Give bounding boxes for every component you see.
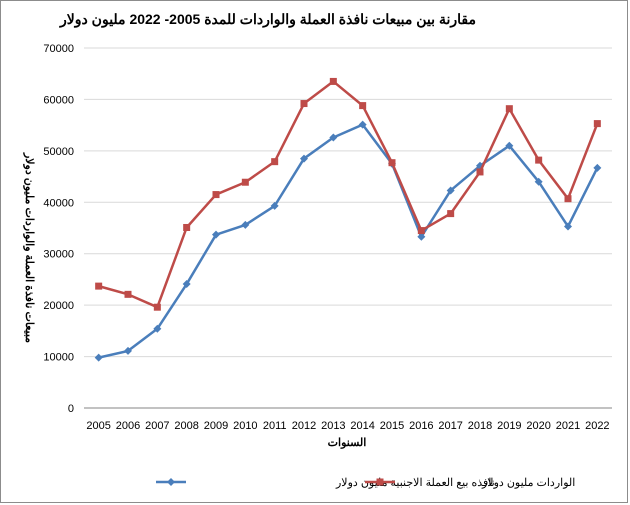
x-tick-label: 2020 <box>526 420 550 432</box>
legend: نافذه بيع العملة الاجنبية مليون دولار ال… <box>156 477 575 489</box>
data-point <box>94 353 103 362</box>
data-point <box>300 154 308 163</box>
data-point <box>417 227 425 235</box>
x-tick-label: 2013 <box>321 420 345 432</box>
data-point <box>270 201 279 210</box>
data-point <box>124 290 132 298</box>
data-point <box>124 346 132 355</box>
data-point <box>505 141 514 150</box>
x-tick-label: 2008 <box>174 420 198 432</box>
data-point <box>212 191 220 199</box>
y-tick-label: 0 <box>68 403 74 415</box>
data-point <box>476 168 484 176</box>
data-point <box>212 230 220 239</box>
x-tick-label: 2005 <box>86 420 110 432</box>
data-point <box>564 222 572 231</box>
data-point <box>95 282 103 290</box>
series-line-2 <box>98 80 599 309</box>
x-axis-label: السنوات <box>328 437 367 449</box>
data-point <box>182 280 191 289</box>
data-point <box>505 105 513 113</box>
data-point <box>359 102 367 110</box>
series-group <box>94 77 602 362</box>
y-tick-label: 40000 <box>43 197 74 209</box>
data-point <box>564 195 572 203</box>
x-tick-label: 2015 <box>380 420 404 432</box>
data-point <box>535 156 543 164</box>
x-tick-label: 2019 <box>497 420 521 432</box>
data-point <box>153 303 161 311</box>
data-point <box>388 159 396 167</box>
y-tick-label: 60000 <box>43 94 74 106</box>
x-tick-label: 2018 <box>468 420 492 432</box>
data-point <box>271 158 279 166</box>
data-point <box>300 100 308 108</box>
x-tick-label: 2012 <box>292 420 316 432</box>
data-point <box>183 223 191 231</box>
x-tick-label: 2014 <box>350 420 374 432</box>
data-point <box>417 232 426 241</box>
x-tick-label: 2009 <box>204 420 228 432</box>
data-point <box>593 163 602 172</box>
series-line-1 <box>98 123 599 359</box>
legend-marker-series-1 <box>167 478 175 486</box>
data-point <box>241 220 250 229</box>
data-point <box>241 178 249 186</box>
y-tick-label: 10000 <box>43 352 74 364</box>
legend-marker-series-2 <box>376 478 384 486</box>
x-tick-label: 2007 <box>145 420 169 432</box>
y-axis-label: مبيعات نافذة العملة والواردات مليون دولا… <box>23 152 35 343</box>
x-tick-label: 2021 <box>556 420 580 432</box>
chart-title: مقارنة بين مبيعات نافذة العملة والواردات… <box>59 11 476 28</box>
x-tick-label: 2010 <box>233 420 257 432</box>
data-point <box>329 133 338 142</box>
y-tick-label: 20000 <box>43 300 74 312</box>
y-tick-label: 50000 <box>43 146 74 158</box>
data-point <box>446 186 455 195</box>
x-tick-label: 2022 <box>585 420 609 432</box>
x-tick-label: 2017 <box>438 420 462 432</box>
x-axis-ticks: 2005 2006 2007 2008 2009 2010 2011 2012 2013 2014… <box>86 420 609 432</box>
data-point <box>447 210 455 218</box>
data-point <box>153 324 162 333</box>
gridlines <box>84 47 612 409</box>
data-point <box>593 120 601 128</box>
x-tick-label: 2011 <box>263 420 287 432</box>
x-tick-label: 2006 <box>116 420 140 432</box>
data-point <box>534 177 543 186</box>
y-tick-label: 30000 <box>43 249 74 261</box>
data-point <box>329 77 337 85</box>
x-tick-label: 2016 <box>409 420 433 432</box>
legend-label-series-2: الواردات مليون دولار <box>481 477 575 489</box>
y-tick-label: 70000 <box>43 43 74 55</box>
legend-label-series-1: نافذه بيع العملة الاجنبية مليون دولار <box>335 477 495 489</box>
y-axis-ticks: 0 10000 20000 30000 40000 50000 60000 70000 <box>43 43 74 415</box>
data-point <box>358 120 367 129</box>
